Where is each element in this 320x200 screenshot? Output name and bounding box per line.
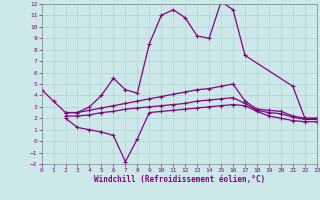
X-axis label: Windchill (Refroidissement éolien,°C): Windchill (Refroidissement éolien,°C) [94,175,265,184]
